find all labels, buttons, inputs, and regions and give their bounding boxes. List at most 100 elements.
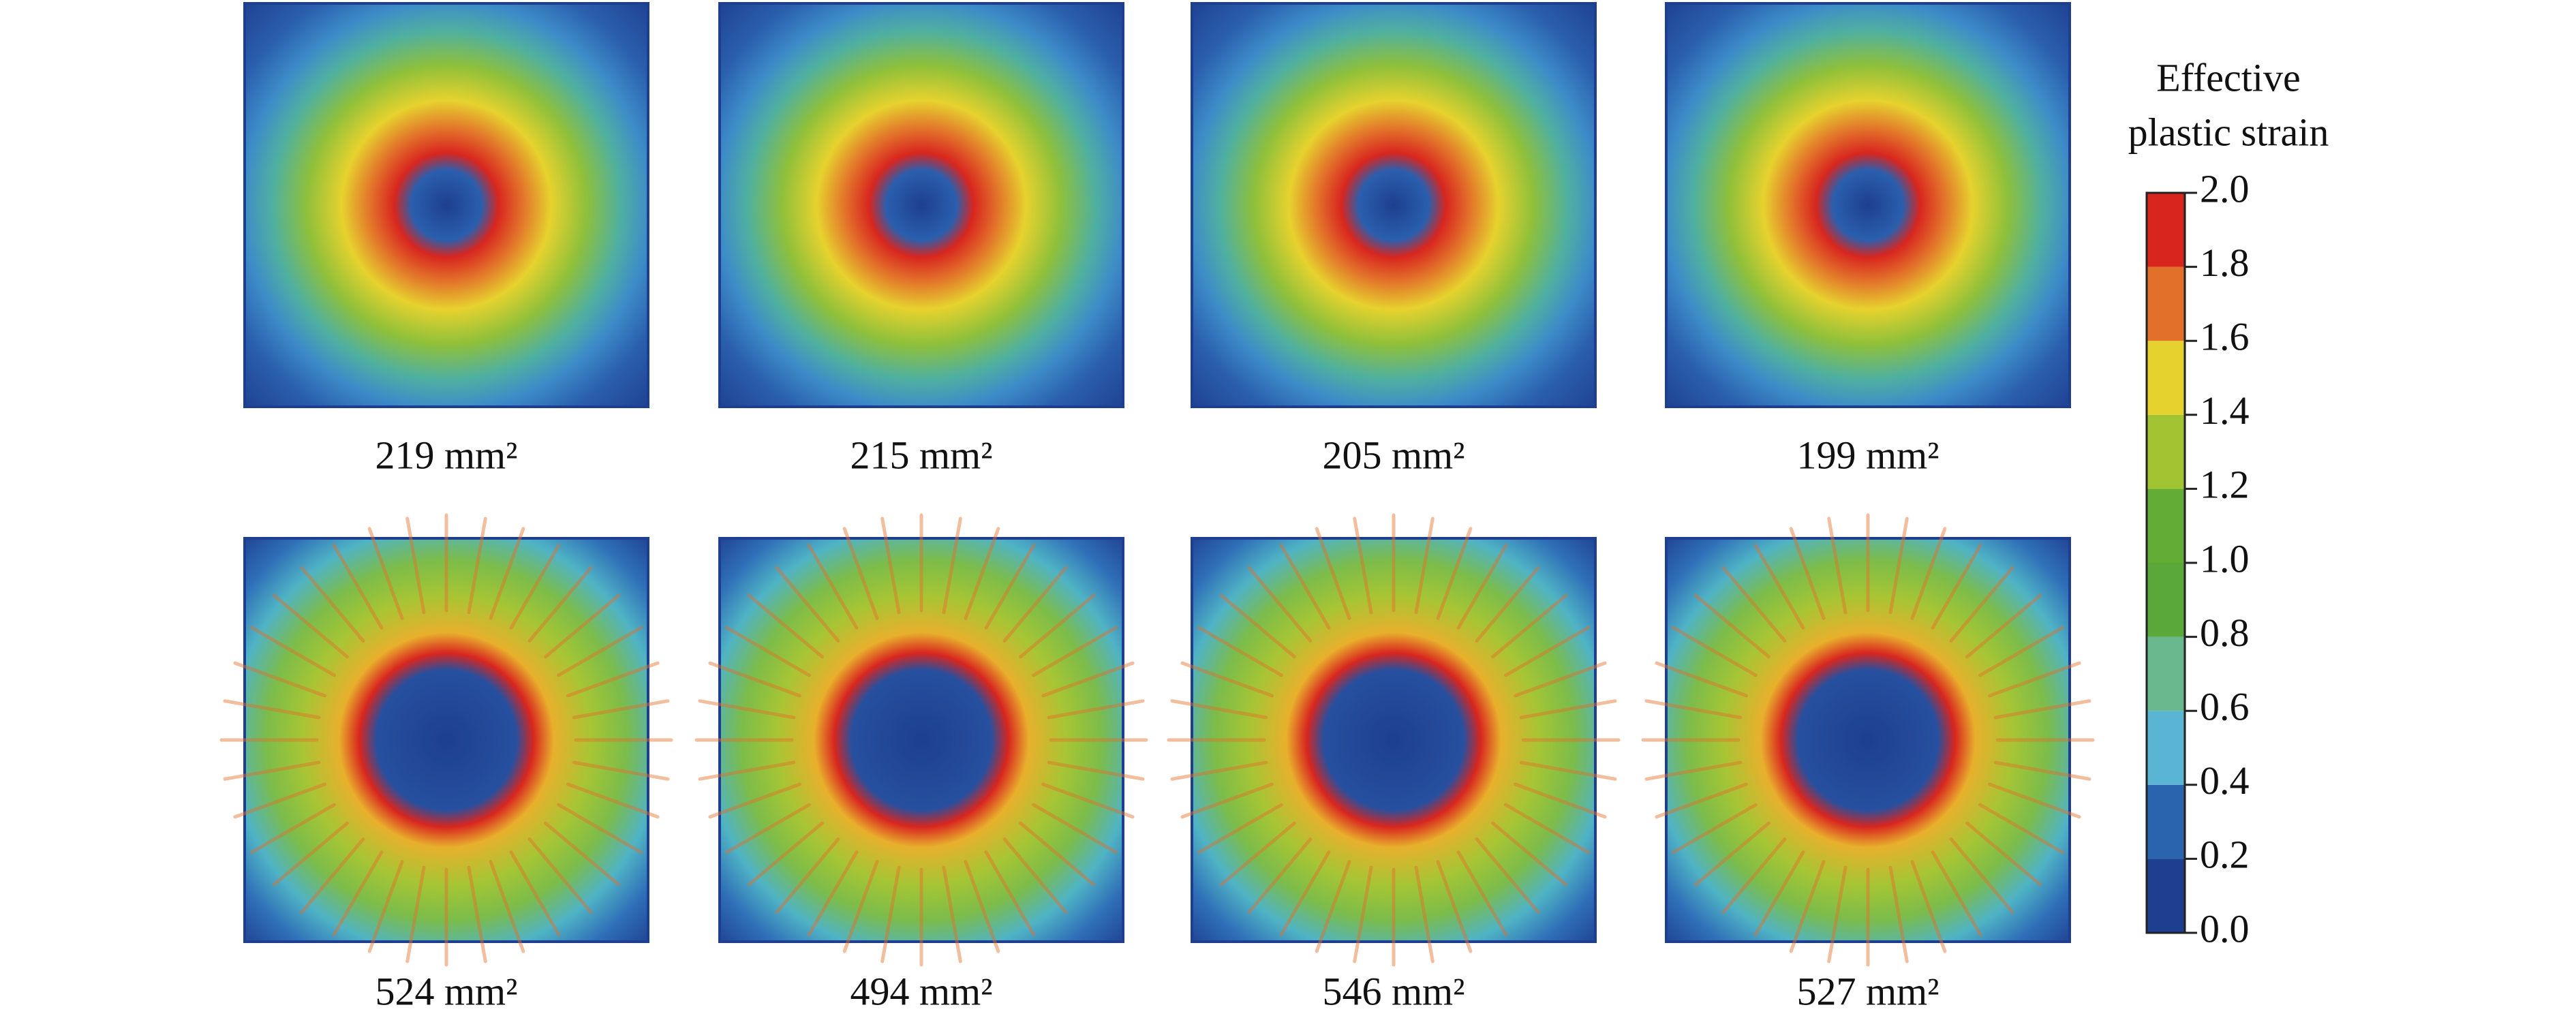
strain-band (1197, 626, 1283, 677)
strain-band (1753, 543, 1805, 630)
colorbar-tick-label: 2.0 (2200, 166, 2250, 211)
strain-band (1279, 543, 1331, 630)
contour-plot (243, 537, 649, 943)
colorbar-segment (2147, 414, 2185, 489)
strain-band (405, 516, 426, 615)
strain-band (880, 865, 901, 963)
strain-band (1693, 593, 1770, 659)
strain-band (1988, 661, 2081, 698)
strain-band (489, 860, 525, 953)
strain-band (1180, 782, 1274, 819)
colorbar-segment (2147, 563, 2185, 637)
colorbar-segment (2147, 266, 2185, 341)
strain-band (509, 543, 561, 630)
strain-band (1721, 566, 1787, 643)
strain-band (964, 860, 1000, 953)
strain-band (1721, 837, 1787, 914)
colorbar-tick-label: 1.8 (2200, 241, 2250, 285)
panel-caption: 215 mm² (850, 433, 992, 477)
colorbar-segment (2147, 784, 2185, 859)
strain-band (272, 821, 349, 886)
panel-caption: 219 mm² (375, 433, 517, 477)
strain-band (1019, 593, 1096, 659)
strain-band (724, 803, 811, 854)
strain-band (807, 543, 859, 630)
strain-band (223, 699, 321, 720)
strain-band (332, 543, 384, 630)
strain-band (527, 566, 593, 643)
panel-caption: 494 mm² (850, 969, 992, 1013)
strain-band (1753, 850, 1805, 937)
strain-band (1888, 516, 1909, 615)
strain-band (724, 626, 811, 677)
strain-band (566, 782, 660, 819)
strain-band (405, 865, 426, 963)
strain-band (300, 566, 365, 643)
panel-caption: 205 mm² (1322, 433, 1465, 477)
strain-band (233, 782, 326, 819)
strain-band (708, 661, 801, 698)
colorbar-tick-label: 1.2 (2200, 463, 2250, 507)
strain-band (233, 661, 326, 698)
strain-band (1644, 699, 1743, 720)
strain-band (747, 593, 824, 659)
strain-band (1519, 760, 1617, 781)
strain-band (698, 760, 796, 781)
strain-band (1789, 860, 1826, 953)
contour-plot (1665, 2, 2071, 408)
strain-band (1436, 527, 1473, 620)
strain-band (1002, 837, 1068, 914)
strain-band (1993, 699, 2091, 720)
strain-band (984, 850, 1036, 937)
panel-caption: 546 mm² (1322, 969, 1465, 1013)
strain-band (300, 837, 365, 914)
strain-band (1949, 837, 2014, 914)
colorbar-tick-label: 0.0 (2200, 906, 2250, 951)
strain-band (489, 527, 525, 620)
strain-band (1219, 821, 1296, 886)
strain-band (1978, 626, 2065, 677)
strain-band (1047, 699, 1145, 720)
strain-band (249, 803, 336, 854)
strain-band (1671, 626, 1758, 677)
strain-band (1414, 865, 1435, 963)
strain-band (942, 865, 962, 963)
strain-band (880, 516, 901, 615)
colorbar-tick-label: 1.4 (2200, 388, 2250, 433)
strain-band (1456, 543, 1508, 630)
strain-band (708, 782, 801, 819)
strain-band (1693, 821, 1770, 886)
contour-plot (718, 2, 1124, 408)
strain-band (1910, 860, 1947, 953)
strain-band (964, 527, 1000, 620)
strain-band (1279, 850, 1331, 937)
strain-band (1170, 760, 1268, 781)
strain-band (1949, 566, 2014, 643)
strain-band (572, 699, 670, 720)
strain-band (1655, 782, 1748, 819)
colorbar-tick-label: 0.8 (2200, 611, 2250, 655)
strain-band (1644, 760, 1743, 781)
strain-band (1041, 782, 1135, 819)
colorbar-segment (2147, 711, 2185, 785)
strain-band (1414, 516, 1435, 615)
strain-band (1032, 803, 1118, 854)
strain-band (1456, 850, 1508, 937)
strain-band (1931, 850, 1982, 937)
strain-band (1910, 527, 1947, 620)
strain-band (557, 803, 643, 854)
strain-band (1219, 593, 1296, 659)
strain-band (1491, 821, 1568, 886)
strain-band (1789, 527, 1826, 620)
strain-band (775, 837, 840, 914)
strain-band (467, 865, 487, 963)
contour-plot (1191, 537, 1597, 943)
strain-band (1436, 860, 1473, 953)
panel-caption: 524 mm² (375, 969, 517, 1013)
strain-band (367, 527, 404, 620)
strain-band (942, 516, 962, 615)
contour-plot (243, 2, 649, 408)
strain-band (1475, 837, 1540, 914)
strain-band (842, 527, 879, 620)
strain-band (842, 860, 879, 953)
